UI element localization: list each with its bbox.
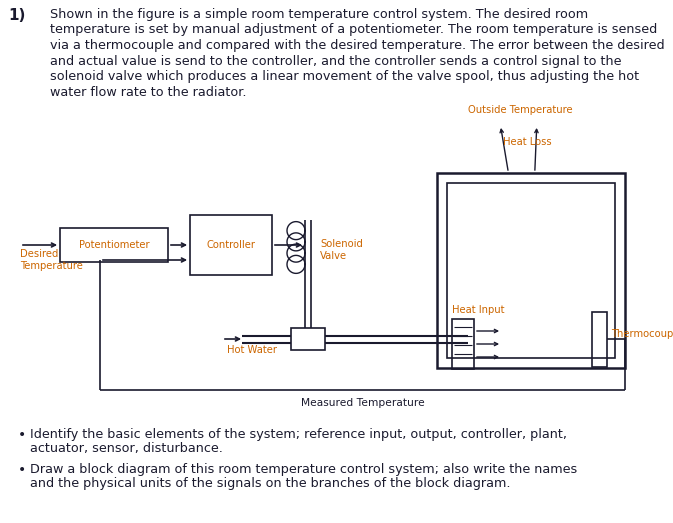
Bar: [447, 183, 615, 358]
Text: Controller: Controller: [207, 240, 256, 250]
Text: •: •: [18, 463, 26, 477]
Text: Valve: Valve: [320, 251, 347, 261]
Text: temperature is set by manual adjustment of a potentiometer. The room temperature: temperature is set by manual adjustment …: [50, 24, 658, 37]
Text: actuator, sensor, disturbance.: actuator, sensor, disturbance.: [30, 442, 223, 455]
Bar: [60, 228, 168, 262]
Text: Shown in the figure is a simple room temperature control system. The desired roo: Shown in the figure is a simple room tem…: [50, 8, 588, 21]
Text: •: •: [18, 428, 26, 442]
Text: and actual value is send to the controller, and the controller sends a control s: and actual value is send to the controll…: [50, 54, 621, 67]
Text: Heat Loss: Heat Loss: [503, 137, 552, 147]
Text: solenoid valve which produces a linear movement of the valve spool, thus adjusti: solenoid valve which produces a linear m…: [50, 70, 639, 83]
Text: water flow rate to the radiator.: water flow rate to the radiator.: [50, 85, 246, 98]
Text: Measured Temperature: Measured Temperature: [301, 398, 425, 408]
Text: Draw a block diagram of this room temperature control system; also write the nam: Draw a block diagram of this room temper…: [30, 463, 577, 476]
Text: Solenoid: Solenoid: [320, 239, 363, 249]
Text: and the physical units of the signals on the branches of the block diagram.: and the physical units of the signals on…: [30, 477, 511, 490]
Bar: [437, 173, 625, 368]
Bar: [592, 312, 607, 367]
Text: Identify the basic elements of the system; reference input, output, controller, : Identify the basic elements of the syste…: [30, 428, 567, 441]
Text: Hot Water: Hot Water: [227, 345, 277, 355]
Text: Potentiometer: Potentiometer: [79, 240, 149, 250]
Text: via a thermocouple and compared with the desired temperature. The error between : via a thermocouple and compared with the…: [50, 39, 665, 52]
Text: Desired: Desired: [20, 249, 59, 259]
Text: Heat Input: Heat Input: [452, 305, 505, 315]
Text: Thermocouple: Thermocouple: [611, 329, 673, 339]
Bar: [452, 319, 474, 369]
Text: Temperature: Temperature: [20, 261, 83, 271]
Bar: [190, 215, 272, 275]
Text: 1): 1): [8, 8, 26, 23]
Bar: [291, 328, 325, 350]
Text: Outside Temperature: Outside Temperature: [468, 105, 573, 115]
